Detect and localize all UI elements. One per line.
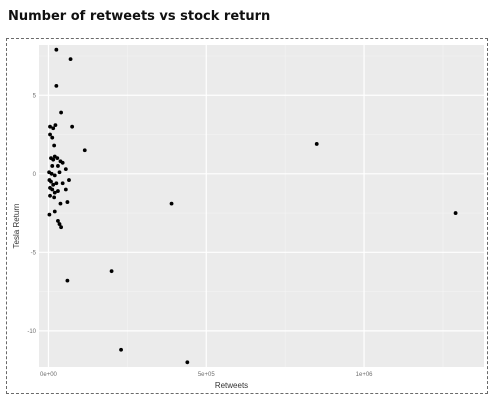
data-point — [49, 171, 54, 176]
data-point — [50, 164, 55, 168]
x-tick-label: 0e+00 — [40, 372, 58, 378]
y-tick-label: 0 — [33, 172, 37, 178]
data-point — [48, 132, 52, 137]
data-point — [51, 182, 56, 187]
plot-panel — [39, 45, 484, 367]
data-point — [68, 57, 73, 62]
data-point — [49, 179, 53, 184]
data-point — [51, 126, 56, 131]
data-point — [185, 360, 190, 365]
data-point — [59, 225, 63, 230]
chart-title: Number of retweets vs stock return — [8, 9, 271, 24]
data-point — [63, 167, 68, 171]
data-point — [52, 190, 57, 195]
minor-gridlines — [39, 45, 484, 367]
data-point — [56, 219, 60, 223]
data-point — [52, 143, 57, 148]
data-point — [57, 222, 62, 226]
data-point — [50, 135, 55, 140]
scatter-chart: 0e+00 5e+05 1e+06 5 0 -5 -10 Retweets Tesla R… — [12, 45, 484, 390]
data-point — [169, 201, 174, 206]
x-tick-label: 1e+06 — [356, 372, 374, 378]
data-point — [47, 212, 52, 217]
data-point — [52, 209, 57, 214]
data-point — [55, 156, 60, 160]
data-point — [48, 193, 52, 198]
data-point — [453, 211, 458, 215]
major-gridlines — [39, 45, 484, 367]
data-point — [314, 142, 319, 146]
data-point — [54, 83, 59, 88]
data-point — [59, 110, 63, 115]
data-point — [53, 123, 58, 128]
x-tick-label: 5e+05 — [198, 372, 216, 378]
data-point — [119, 347, 123, 352]
y-tick-label: 5 — [33, 93, 37, 99]
data-point — [54, 181, 59, 186]
data-point — [60, 160, 65, 165]
data-point — [51, 157, 56, 162]
data-point — [65, 200, 70, 204]
data-point — [52, 195, 57, 200]
data-point — [109, 269, 114, 274]
y-axis-ticks: 5 0 -5 -10 — [27, 93, 36, 335]
x-axis-ticks: 0e+00 5e+05 1e+06 — [40, 372, 373, 378]
x-axis-label: Retweets — [215, 381, 248, 390]
data-points — [47, 47, 458, 365]
y-axis-label: Tesla Return — [12, 204, 21, 249]
data-point — [65, 278, 70, 283]
data-point — [56, 189, 60, 193]
y-tick-label: -5 — [31, 250, 37, 256]
data-point — [48, 124, 52, 129]
data-point — [82, 148, 87, 153]
data-point — [60, 181, 65, 186]
data-point — [56, 164, 60, 168]
chart-frame: 0e+00 5e+05 1e+06 5 0 -5 -10 Retweets Tesla R… — [6, 38, 488, 394]
data-point — [63, 187, 68, 192]
data-point — [57, 170, 62, 175]
data-point — [67, 178, 71, 182]
data-point — [50, 187, 55, 192]
y-tick-label: -10 — [27, 329, 36, 335]
data-point — [58, 201, 63, 206]
data-point — [70, 124, 75, 129]
data-point — [52, 173, 57, 178]
data-point — [54, 47, 59, 52]
